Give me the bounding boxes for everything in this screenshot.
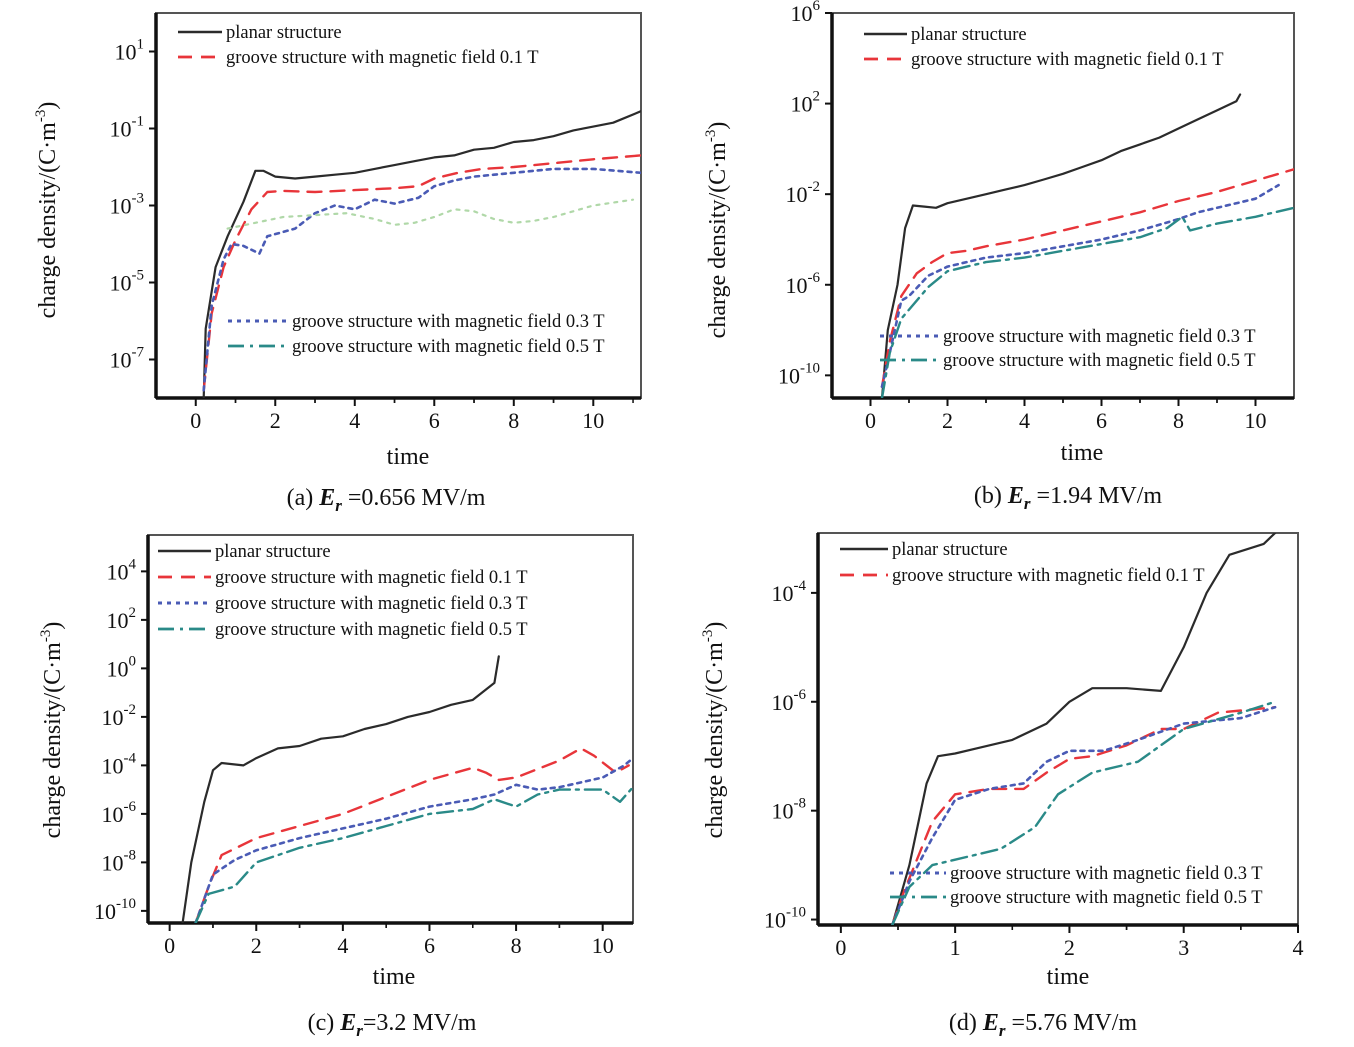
chart-panel-d: 0 1 2 3 4 10-4 10-6 10-8 10-10 time charge density… (700, 532, 1304, 1040)
series-line-g05 (880, 206, 1294, 398)
y-tick-label: 10-6 (102, 799, 137, 827)
legend-label-g03: groove structure with magnetic field 0.3… (943, 327, 1256, 347)
y-tick-label: 102 (791, 89, 821, 117)
series-line-g03 (202, 167, 641, 392)
x-tick-label: 2 (251, 933, 262, 958)
y-tick-label: 10-4 (772, 578, 807, 606)
chart-panel-a: 0 2 4 6 8 10 101 10-1 10-3 10-5 10-7 time charge den… (33, 12, 642, 515)
y-tick-label: 10-8 (772, 796, 807, 824)
y-tick-label: 10-10 (94, 896, 136, 924)
y-tick-label: 104 (107, 556, 137, 584)
x-axis-label: time (1061, 440, 1104, 466)
legend-label-g05: groove structure with magnetic field 0.5… (950, 888, 1263, 908)
x-axis-label: time (387, 444, 430, 470)
x-tick-label: 4 (1019, 408, 1030, 433)
y-tick-label: 10-10 (778, 360, 820, 388)
series-line-planar (880, 93, 1242, 398)
legend-label-g01: groove structure with magnetic field 0.1… (215, 568, 528, 588)
legend-label-planar: planar structure (911, 25, 1027, 45)
panel-caption: (c) Er=3.2 MV/m (308, 1010, 477, 1040)
legend-label-g03: groove structure with magnetic field 0.3… (292, 312, 605, 332)
y-tick-label: 10-2 (102, 702, 137, 730)
series-line-g03 (194, 756, 633, 923)
y-tick-label: 10-2 (786, 179, 821, 207)
x-tick-label: 8 (508, 408, 519, 433)
x-tick-label: 6 (1096, 408, 1107, 433)
x-tick-label: 0 (865, 408, 876, 433)
y-tick-label: 10-7 (110, 345, 145, 373)
y-tick-label: 10-6 (772, 687, 807, 715)
legend-label-g01: groove structure with magnetic field 0.1… (911, 50, 1224, 70)
y-axis-label: charge density/(C·m-3) (33, 102, 61, 319)
x-tick-label: 6 (424, 933, 435, 958)
chart-panel-c: 0 2 4 6 8 10 104 102 100 10-2 10-4 10-6 10-8 10-10 tim… (38, 534, 634, 1040)
x-tick-label: 1 (950, 935, 961, 960)
legend-label-g05: groove structure with magnetic field 0.5… (292, 337, 605, 357)
y-tick-label: 10-3 (110, 191, 145, 219)
series-line-g01 (194, 747, 630, 923)
legend-label-planar: planar structure (226, 23, 342, 43)
y-tick-label: 10-6 (786, 270, 821, 298)
x-tick-label: 0 (164, 933, 175, 958)
y-tick-label: 100 (107, 653, 137, 681)
legend-label-planar: planar structure (892, 540, 1008, 560)
y-tick-label: 106 (791, 0, 821, 26)
legend-label-g03: groove structure with magnetic field 0.3… (215, 594, 528, 614)
y-axis-label: charge density/(C·m-3) (38, 622, 66, 839)
x-tick-label: 4 (337, 933, 348, 958)
series-line-g01 (891, 706, 1277, 925)
legend-label-g05: groove structure with magnetic field 0.5… (215, 620, 528, 640)
legend-label-g05: groove structure with magnetic field 0.5… (943, 351, 1256, 371)
y-axis-label: charge density/(C·m-3) (703, 122, 731, 339)
x-tick-label: 0 (190, 408, 201, 433)
x-tick-label: 3 (1178, 935, 1189, 960)
chart-panel-b: 0 2 4 6 8 10 106 102 10-2 10-6 10-10 time charge den… (703, 0, 1295, 513)
y-tick-label: 101 (115, 37, 145, 65)
series-line-g05_a (226, 198, 635, 230)
y-tick-label: 102 (107, 605, 137, 633)
x-tick-label: 8 (1173, 408, 1184, 433)
x-tick-label: 4 (349, 408, 360, 433)
panel-caption: (b) Er =1.94 MV/m (974, 483, 1163, 513)
x-tick-label: 6 (429, 408, 440, 433)
x-tick-label: 10 (592, 933, 614, 958)
x-tick-label: 2 (942, 408, 953, 433)
y-tick-label: 10-4 (102, 750, 137, 778)
y-axis-label: charge density/(C·m-3) (700, 622, 728, 839)
x-tick-label: 4 (1293, 935, 1304, 960)
x-tick-label: 2 (270, 408, 281, 433)
series-line-g03 (880, 183, 1280, 388)
series-line-g01 (880, 168, 1294, 388)
x-tick-label: 8 (511, 933, 522, 958)
y-tick-label: 10-1 (110, 114, 145, 142)
x-axis-label: time (1047, 964, 1090, 990)
panel-caption: (d) Er =5.76 MV/m (949, 1010, 1138, 1040)
x-axis-label: time (373, 964, 416, 990)
series-line-planar (181, 655, 500, 923)
y-tick-label: 10-10 (764, 905, 806, 933)
x-tick-label: 0 (835, 935, 846, 960)
series-line-g05 (194, 786, 633, 923)
legend-label-planar: planar structure (215, 542, 331, 562)
legend-label-g01: groove structure with magnetic field 0.1… (226, 48, 539, 68)
legend-label-g01: groove structure with magnetic field 0.1… (892, 566, 1205, 586)
legend-label-g03: groove structure with magnetic field 0.3… (950, 864, 1263, 884)
panel-caption: (a) Er =0.656 MV/m (287, 485, 486, 515)
x-tick-label: 10 (1245, 408, 1267, 433)
series-line-g05 (891, 700, 1277, 925)
x-tick-label: 2 (1064, 935, 1075, 960)
x-tick-label: 10 (582, 408, 604, 433)
y-tick-label: 10-5 (110, 268, 145, 296)
series-line-planar (891, 533, 1277, 925)
y-tick-label: 10-8 (102, 847, 137, 875)
series-line-planar (202, 110, 641, 398)
series-line-g03 (891, 705, 1277, 925)
